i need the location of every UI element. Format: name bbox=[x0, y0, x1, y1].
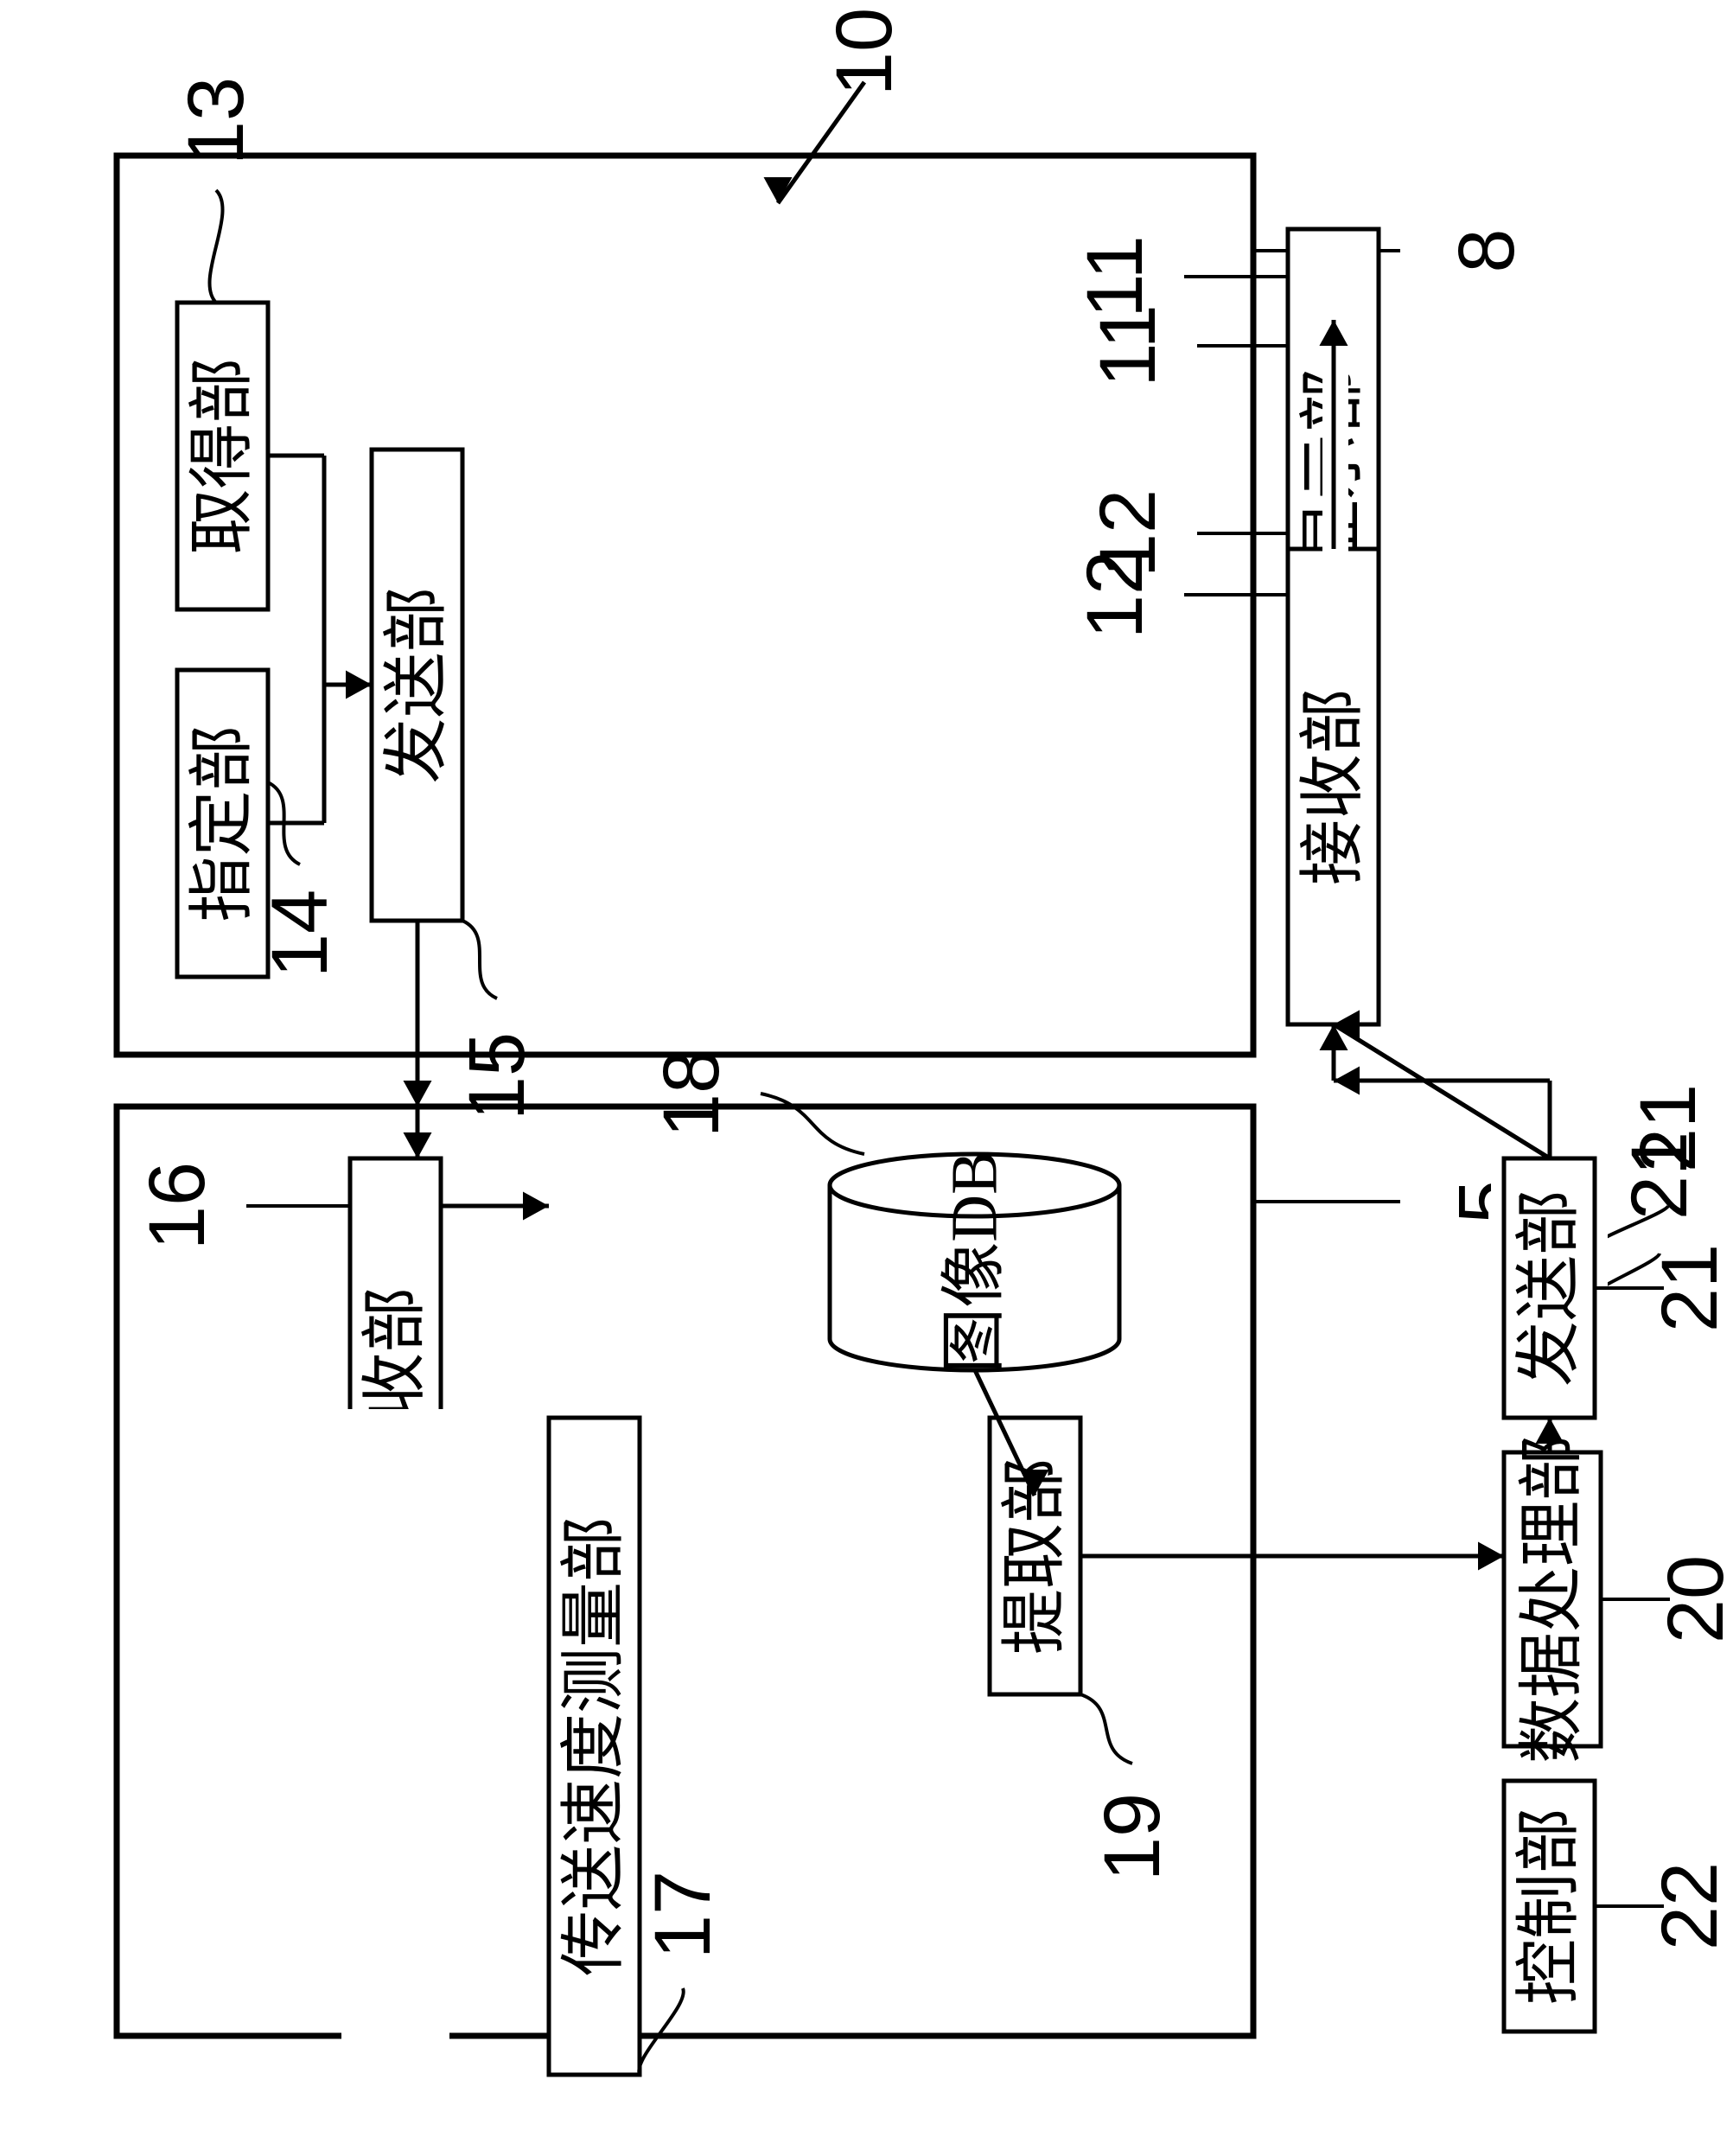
svg-text:11: 11 bbox=[1071, 235, 1159, 318]
svg-text:12: 12 bbox=[1071, 551, 1159, 639]
svg-text:19: 19 bbox=[1088, 1793, 1176, 1881]
svg-text:21: 21 bbox=[1646, 1244, 1733, 1332]
svg-text:10: 10 bbox=[820, 8, 908, 96]
svg-text:取得部: 取得部 bbox=[187, 358, 259, 555]
svg-text:17: 17 bbox=[639, 1871, 727, 1959]
svg-text:数据处理部: 数据处理部 bbox=[1516, 1435, 1589, 1764]
svg-text:发送部: 发送部 bbox=[1513, 1190, 1586, 1387]
svg-text:22: 22 bbox=[1646, 1862, 1733, 1950]
svg-text:指定部: 指定部 bbox=[187, 725, 259, 922]
svg-text:发送部: 发送部 bbox=[381, 587, 454, 784]
svg-text:20: 20 bbox=[1652, 1555, 1733, 1643]
svg-text:18: 18 bbox=[647, 1049, 736, 1138]
svg-text:控制部: 控制部 bbox=[1513, 1808, 1586, 2005]
svg-text:图像DB: 图像DB bbox=[939, 1151, 1011, 1374]
svg-text:8: 8 bbox=[1443, 228, 1531, 272]
svg-text:接收部: 接收部 bbox=[1297, 688, 1370, 885]
svg-text:21: 21 bbox=[1624, 1084, 1712, 1172]
svg-text:14: 14 bbox=[256, 890, 344, 978]
svg-text:16: 16 bbox=[133, 1162, 221, 1250]
svg-text:13: 13 bbox=[172, 77, 260, 165]
svg-text:15: 15 bbox=[453, 1032, 541, 1120]
svg-text:传送速度测量部: 传送速度测量部 bbox=[558, 1516, 631, 1976]
